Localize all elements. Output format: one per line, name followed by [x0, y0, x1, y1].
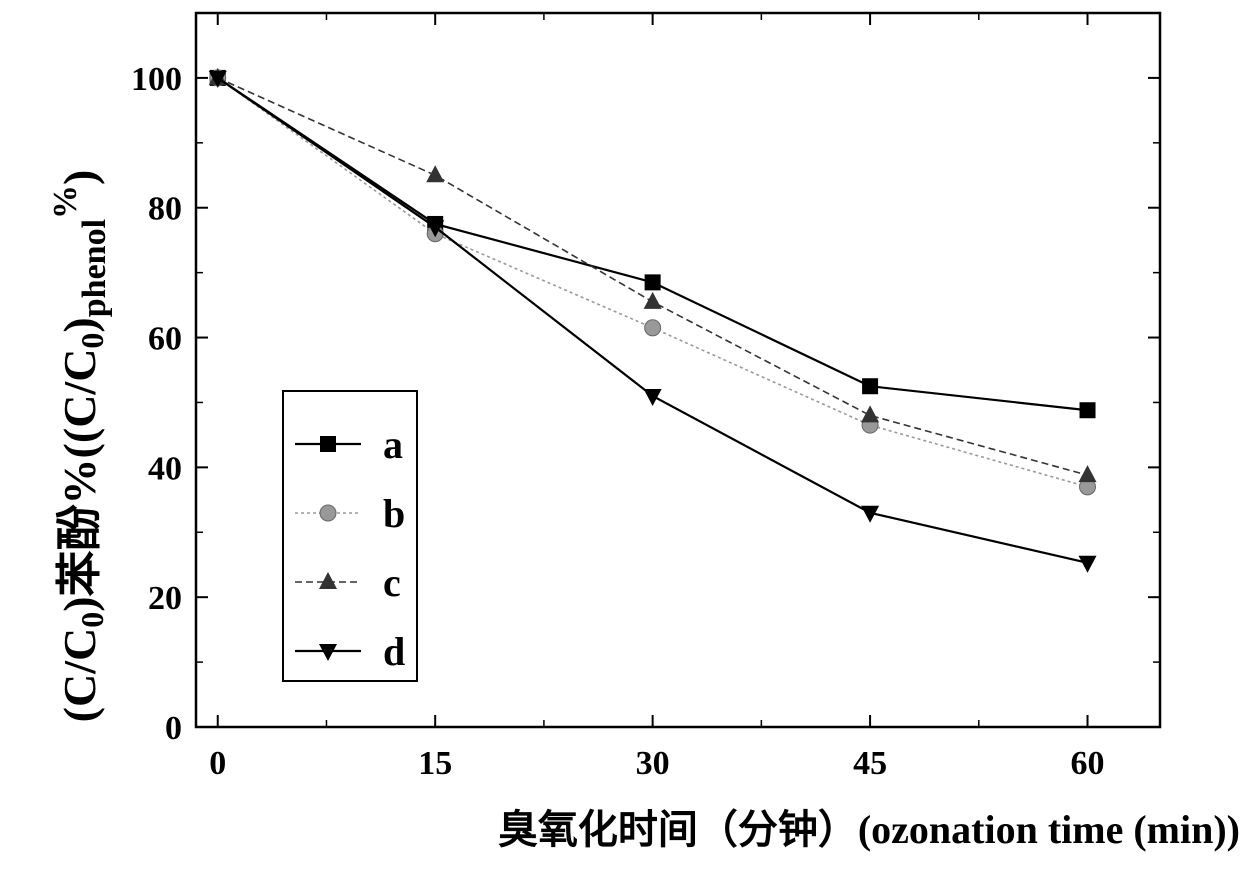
y-label-subscript-zero: 0 — [74, 612, 110, 628]
plot-border — [194, 11, 1162, 729]
data-point-d — [208, 70, 227, 88]
data-point-a — [1079, 402, 1096, 419]
data-point-c — [426, 165, 445, 183]
y-label-c-over-c: C/C — [54, 628, 105, 707]
legend-label: c — [383, 560, 401, 605]
series-d — [208, 70, 1097, 573]
data-point-d — [643, 388, 662, 406]
data-point-c — [1078, 465, 1097, 483]
legend-item-b: b — [295, 491, 405, 536]
y-label-subscript-phenol: phenol — [76, 219, 113, 317]
y-label-close-paren: ) — [54, 596, 105, 611]
data-point-d — [1078, 555, 1097, 573]
y-label-chinese: 苯酚%( — [54, 443, 105, 596]
data-point-d — [861, 505, 880, 523]
y-label-c-over-c-2: (C/C — [54, 349, 105, 444]
legend-marker — [319, 572, 337, 589]
series-line-a — [217, 76, 1088, 412]
legend-label: b — [383, 491, 405, 536]
data-point-d — [426, 220, 445, 238]
x-tick-label: 45 — [853, 745, 887, 782]
data-point-c — [643, 291, 662, 309]
x-tick-label: 0 — [209, 745, 226, 782]
y-axis-label: (C/C0)苯酚%((C/C0)phenol%) — [47, 170, 113, 723]
y-label-tail-paren: ) — [54, 170, 105, 185]
legend-label: d — [383, 629, 405, 674]
y-label-subscript-zero-2: 0 — [74, 333, 110, 349]
y-label-superscript-percent: % — [47, 185, 84, 219]
legend-item-c: c — [295, 560, 401, 605]
y-label-close-paren-2: ) — [54, 317, 105, 332]
legend-label: a — [383, 422, 403, 467]
x-tick-label: 15 — [418, 745, 452, 782]
y-label-open-paren: ( — [54, 707, 105, 722]
y-tick-label: 40 — [148, 450, 182, 487]
x-tick-label: 30 — [636, 745, 670, 782]
y-tick-label: 20 — [148, 580, 182, 617]
series-layer — [208, 67, 1097, 573]
legend-item-a: a — [295, 422, 403, 467]
data-point-a — [862, 378, 879, 395]
data-point-a — [644, 274, 661, 291]
series-a — [209, 69, 1096, 419]
axis-ticks: 0 15 30 45 60 0 20 40 60 80 100 — [131, 13, 1160, 782]
legend-box — [282, 390, 418, 682]
y-tick-label: 80 — [148, 191, 182, 228]
legend-item-d: d — [295, 629, 405, 674]
y-tick-label: 60 — [148, 321, 182, 358]
y-tick-label: 100 — [131, 61, 182, 98]
x-tick-label: 60 — [1071, 745, 1105, 782]
plot-frame — [194, 11, 1162, 729]
legend-marker — [319, 504, 337, 522]
legend-marker — [320, 436, 336, 452]
y-tick-label: 0 — [165, 710, 182, 747]
x-axis-label: 臭氧化时间（分钟）(ozonation time (min)) — [498, 807, 1240, 852]
data-point-b — [644, 319, 662, 337]
legend-marker — [319, 644, 337, 661]
data-point-c — [861, 405, 880, 423]
